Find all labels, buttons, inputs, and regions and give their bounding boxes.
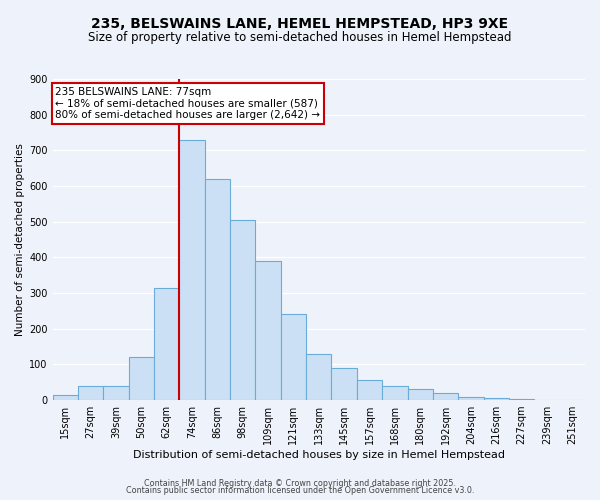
Bar xyxy=(256,261,281,400)
Bar xyxy=(230,220,256,400)
X-axis label: Distribution of semi-detached houses by size in Hemel Hempstead: Distribution of semi-detached houses by … xyxy=(133,450,505,460)
Bar xyxy=(407,390,433,400)
Bar xyxy=(128,358,154,400)
Bar xyxy=(154,288,179,400)
Bar xyxy=(103,386,128,400)
Bar xyxy=(509,399,534,400)
Bar xyxy=(331,368,357,400)
Bar xyxy=(484,398,509,400)
Bar xyxy=(53,394,78,400)
Bar xyxy=(357,380,382,400)
Bar xyxy=(205,179,230,400)
Text: Contains public sector information licensed under the Open Government Licence v3: Contains public sector information licen… xyxy=(126,486,474,495)
Text: 235, BELSWAINS LANE, HEMEL HEMPSTEAD, HP3 9XE: 235, BELSWAINS LANE, HEMEL HEMPSTEAD, HP… xyxy=(91,18,509,32)
Bar xyxy=(433,393,458,400)
Text: Contains HM Land Registry data © Crown copyright and database right 2025.: Contains HM Land Registry data © Crown c… xyxy=(144,478,456,488)
Y-axis label: Number of semi-detached properties: Number of semi-detached properties xyxy=(15,143,25,336)
Bar xyxy=(382,386,407,400)
Bar xyxy=(306,354,331,400)
Bar xyxy=(458,396,484,400)
Text: Size of property relative to semi-detached houses in Hemel Hempstead: Size of property relative to semi-detach… xyxy=(88,31,512,44)
Bar xyxy=(78,386,103,400)
Text: 235 BELSWAINS LANE: 77sqm
← 18% of semi-detached houses are smaller (587)
80% of: 235 BELSWAINS LANE: 77sqm ← 18% of semi-… xyxy=(55,87,320,120)
Bar xyxy=(179,140,205,400)
Bar xyxy=(281,314,306,400)
